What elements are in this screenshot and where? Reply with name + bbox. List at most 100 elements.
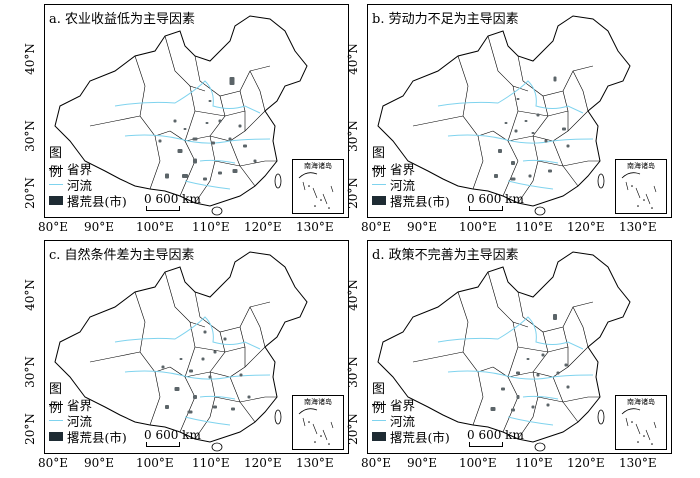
country-outline bbox=[54, 251, 308, 443]
scale-bar-label: 0 600 km bbox=[467, 192, 524, 206]
panel-title: c. 自然条件差为主导因素 bbox=[49, 248, 195, 263]
abandoned-county-mark bbox=[514, 129, 518, 133]
abandoned-county-mark bbox=[203, 330, 207, 334]
abandoned-county-mark bbox=[229, 77, 235, 85]
abandoned-county-mark bbox=[564, 363, 568, 367]
panel-title: b. 劳动力不足为主导因素 bbox=[372, 12, 519, 27]
abandoned-county-mark bbox=[228, 137, 232, 141]
abandoned-county-mark bbox=[562, 127, 566, 131]
latitude-label: 40°N bbox=[345, 43, 360, 75]
taiwan-island bbox=[597, 173, 605, 189]
abandoned-county-mark bbox=[208, 375, 212, 379]
taiwan-island bbox=[597, 409, 605, 425]
inset-map bbox=[621, 408, 657, 445]
latitude-label: 20°N bbox=[22, 413, 37, 445]
abandoned-county-mark bbox=[165, 405, 169, 409]
river-line-icon bbox=[49, 184, 63, 185]
abandoned-county-mark bbox=[203, 177, 207, 181]
latitude-label: 20°N bbox=[345, 413, 360, 445]
abandoned-county-mark bbox=[189, 369, 193, 373]
country-outline bbox=[54, 15, 308, 207]
longitude-label: 130°E bbox=[619, 456, 657, 470]
south-china-sea-inset bbox=[292, 159, 344, 214]
abandoned-county-mark bbox=[158, 139, 162, 143]
longitude-label: 130°E bbox=[619, 220, 657, 234]
latitude-label: 20°N bbox=[345, 177, 360, 209]
rivers bbox=[437, 80, 594, 190]
province-boundaries bbox=[412, 271, 600, 440]
abandoned-county-mark bbox=[516, 98, 520, 100]
river-line-icon bbox=[372, 184, 386, 185]
abandoned-county-mark bbox=[211, 141, 215, 145]
inset-map bbox=[621, 172, 657, 209]
hainan-island bbox=[534, 206, 546, 216]
latitude-label: 40°N bbox=[22, 43, 37, 75]
abandoned-county-mark bbox=[253, 159, 257, 163]
abandoned-county-mark bbox=[546, 403, 550, 407]
legend-item: 河流 bbox=[49, 411, 92, 430]
abandoned-county-mark bbox=[201, 357, 205, 361]
abandoned-counties bbox=[158, 77, 257, 181]
abandoned-county-mark bbox=[531, 405, 535, 409]
legend-label: 河流 bbox=[67, 414, 93, 429]
abandoned-county-mark bbox=[213, 405, 217, 409]
rivers bbox=[437, 316, 594, 426]
river-line-icon bbox=[49, 420, 63, 421]
legend-label: 省界 bbox=[67, 162, 93, 177]
scale-bar bbox=[469, 206, 503, 211]
abandoned-counties bbox=[494, 76, 570, 181]
abandoned-county-mark bbox=[544, 139, 548, 143]
legend-item: 撂荒县(市) bbox=[49, 191, 127, 210]
abandoned-county-swatch-icon bbox=[372, 432, 386, 441]
legend-item: 撂荒县(市) bbox=[49, 427, 127, 446]
inset-label: 南海诸岛 bbox=[304, 162, 332, 170]
legend-item: 河流 bbox=[372, 175, 415, 194]
south-china-sea-inset bbox=[615, 395, 667, 450]
abandoned-county-mark bbox=[223, 337, 227, 341]
abandoned-county-mark bbox=[566, 385, 570, 389]
abandoned-county-mark bbox=[524, 120, 528, 122]
longitude-label: 130°E bbox=[296, 456, 334, 470]
legend-label: 撂荒县(市) bbox=[390, 194, 450, 209]
abandoned-county-mark bbox=[231, 407, 235, 411]
province-boundaries bbox=[412, 35, 600, 204]
longitude-label: 120°E bbox=[244, 456, 282, 470]
abandoned-county-mark bbox=[177, 149, 183, 153]
rivers bbox=[114, 80, 271, 190]
abandoned-county-mark bbox=[536, 373, 540, 377]
scale-bar bbox=[146, 206, 180, 211]
abandoned-county-swatch-icon bbox=[49, 196, 63, 205]
hainan-island bbox=[211, 206, 223, 216]
legend-item: 河流 bbox=[372, 411, 415, 430]
longitude-label: 90°E bbox=[407, 220, 438, 234]
longitude-label: 120°E bbox=[244, 220, 282, 234]
abandoned-county-mark bbox=[174, 387, 180, 391]
abandoned-county-mark bbox=[516, 371, 520, 375]
abandoned-county-mark bbox=[218, 119, 222, 123]
longitude-label: 100°E bbox=[459, 220, 497, 234]
river-line-icon bbox=[372, 420, 386, 421]
abandoned-county-mark bbox=[205, 122, 209, 124]
longitude-label: 100°E bbox=[136, 456, 174, 470]
abandoned-county-mark bbox=[528, 174, 532, 178]
longitude-label: 110°E bbox=[515, 456, 553, 470]
abandoned-county-swatch-icon bbox=[372, 196, 386, 205]
longitude-label: 110°E bbox=[515, 220, 553, 234]
abandoned-county-mark bbox=[208, 100, 212, 102]
latitude-label: 30°N bbox=[22, 356, 37, 388]
legend-item: 撂荒县(市) bbox=[372, 191, 450, 210]
legend-item: 省界 bbox=[49, 395, 92, 414]
abandoned-county-mark bbox=[183, 128, 187, 130]
longitude-label: 80°E bbox=[38, 220, 69, 234]
abandoned-county-mark bbox=[161, 365, 165, 369]
latitude-label: 30°N bbox=[345, 356, 360, 388]
latitude-label: 30°N bbox=[345, 120, 360, 152]
abandoned-county-mark bbox=[556, 371, 560, 375]
scale-bar bbox=[469, 442, 503, 447]
longitude-label: 80°E bbox=[38, 456, 69, 470]
inset-map bbox=[298, 408, 334, 445]
abandoned-county-swatch-icon bbox=[49, 432, 63, 441]
legend-label: 河流 bbox=[390, 178, 416, 193]
longitude-label: 110°E bbox=[192, 456, 230, 470]
abandoned-county-mark bbox=[498, 149, 502, 153]
